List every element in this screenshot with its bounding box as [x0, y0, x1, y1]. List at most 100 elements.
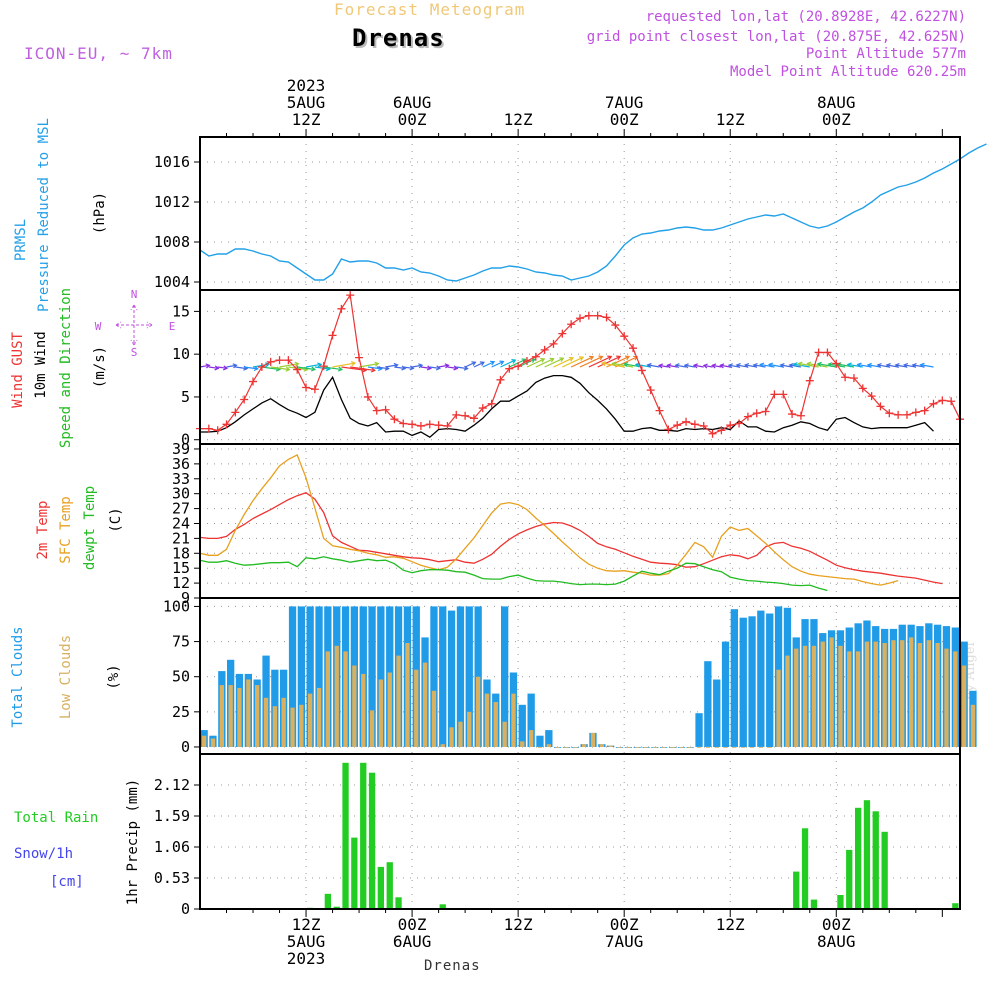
wind-direction-arrow: [728, 364, 740, 368]
wind-direction-arrow: [509, 358, 526, 368]
bottom-time-label: 00Z: [610, 915, 639, 934]
wind-arrow-head: [600, 361, 606, 367]
wind-direction-arrow: [350, 366, 375, 372]
rain-bar: [846, 849, 853, 909]
temp-sfc-line: [199, 453, 899, 586]
wind-arrow-head: [674, 363, 680, 369]
grid-point-coordinates: grid point closest lon,lat (20.875E, 42.…: [586, 29, 966, 45]
y-tick-label: 24: [172, 514, 190, 532]
top-time-label: 8AUG: [817, 93, 856, 112]
wind-gust-marker: [558, 329, 567, 338]
low-clouds-bar: [281, 697, 286, 747]
wind-arrow-head: [568, 356, 574, 362]
low-clouds-bar: [608, 745, 613, 747]
wind-gust-marker: [310, 385, 319, 394]
model-point-altitude: Model Point Altitude 620.25m: [729, 64, 966, 80]
compass-icon: [115, 304, 153, 346]
low-clouds-bar: [590, 732, 596, 747]
wind-gust-marker: [673, 421, 682, 430]
low-clouds-bar: [246, 679, 251, 747]
wind-arrow-head: [479, 361, 485, 367]
wind-gust-marker: [443, 422, 452, 431]
wind-direction-arrow: [579, 355, 603, 368]
bottom-time-label: 00Z: [822, 915, 851, 934]
low-clouds-bar: [290, 707, 295, 747]
wind-arrow-head: [232, 363, 238, 369]
wind-direction-arrow: [305, 363, 322, 368]
bottom-time-label: 5AUG: [287, 932, 326, 951]
low-clouds-bar: [537, 747, 543, 748]
y-tick-label: 1016: [154, 153, 190, 171]
wind-direction-arrow: [780, 364, 793, 368]
rain-bar: [351, 837, 358, 909]
wind-gust-marker: [947, 397, 956, 406]
wind-direction-arrow: [562, 356, 584, 368]
bottom-time-label: 2023: [287, 949, 326, 968]
wind-gust-marker: [646, 386, 655, 395]
wind-gust-marker: [567, 320, 576, 329]
wind-arrow-head: [317, 362, 323, 368]
wind-direction-arrow: [473, 361, 485, 368]
low-clouds-bar: [308, 693, 313, 747]
y-tick-label: 18: [172, 544, 190, 562]
wind-direction-arrow: [601, 362, 625, 368]
bottom-time-label: 12Z: [504, 915, 533, 934]
wind-arrow-head: [598, 355, 604, 361]
low-clouds-bar: [696, 747, 702, 748]
compass-east: E: [169, 320, 176, 333]
wind-direction-arrow: [769, 363, 784, 368]
low-clouds-bar: [325, 651, 330, 747]
low-clouds-bar: [255, 685, 260, 747]
low-clouds-bar: [714, 747, 719, 748]
rain-bar: [360, 762, 367, 909]
wind-direction-arrow: [385, 364, 398, 368]
wind-arrow-head: [471, 361, 477, 366]
low-clouds-bar: [228, 685, 233, 747]
total-clouds-bar: [368, 606, 376, 747]
low-clouds-bar: [679, 747, 684, 748]
wind-arrow-head: [453, 365, 459, 371]
wind-arrow-head: [903, 362, 909, 369]
wind-gust-marker: [240, 395, 249, 404]
wind-gust-marker: [540, 345, 549, 354]
y-tick-label: 21: [172, 529, 190, 547]
low-clouds-bar: [352, 665, 357, 747]
wind-arrow-head: [767, 362, 774, 368]
total-clouds-bar: [730, 609, 738, 747]
total-clouds-bar: [377, 606, 385, 747]
wind-gust-marker: [531, 352, 540, 361]
wind-gust-marker: [275, 356, 284, 365]
wind-arrow-head: [401, 365, 407, 371]
wind-arrow-head: [222, 365, 229, 371]
wind-direction-arrow: [438, 364, 449, 368]
total-clouds-bar: [695, 713, 703, 747]
y-tick-label: 1.59: [154, 807, 190, 825]
y-tick-label: 12: [172, 574, 190, 592]
wind-arrow-head: [866, 362, 872, 368]
wind-arrow-head: [374, 361, 380, 367]
wind-arrow-head: [727, 363, 733, 369]
wind-arrow-head: [797, 361, 803, 367]
wind-gust-marker: [487, 399, 496, 408]
wind-direction-arrow: [720, 364, 731, 368]
low-clouds-bar: [944, 648, 949, 747]
wind-gust-marker: [266, 357, 275, 366]
wind-arrow-head: [409, 365, 415, 371]
wind-gust-marker: [257, 363, 266, 371]
top-time-label: 7AUG: [605, 93, 644, 112]
wind-direction-arrow: [684, 364, 695, 368]
wind-direction-arrow: [456, 366, 468, 370]
y-tick-label: 30: [172, 485, 190, 503]
low-clouds-bar: [449, 727, 454, 747]
dewpoint-label: dewpt Temp: [82, 486, 98, 570]
wind-direction-arrow: [394, 366, 406, 370]
y-tick-label: 2.12: [154, 776, 190, 794]
wind-arrow-head: [885, 363, 891, 369]
wind-unit: (m/s): [92, 346, 108, 388]
low-clouds-bar: [802, 645, 808, 747]
total-clouds-bar: [447, 610, 456, 747]
wind-gust-marker: [690, 420, 699, 429]
pressure-line: [199, 143, 987, 282]
wind-gust-marker: [779, 390, 788, 399]
rain-bar: [801, 828, 809, 909]
